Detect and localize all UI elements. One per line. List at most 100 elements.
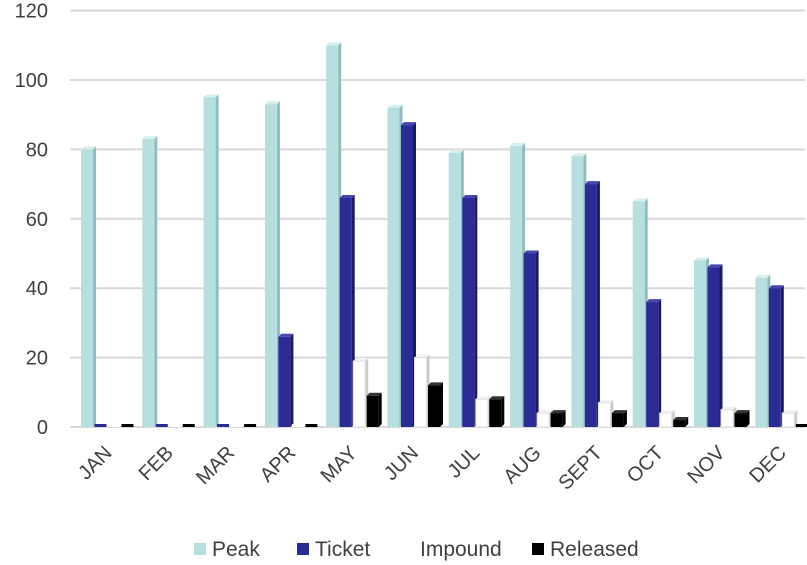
bar-face	[768, 288, 781, 427]
bar-face	[720, 409, 734, 428]
bar-ticket-oct	[646, 299, 662, 427]
bar-peak-apr	[264, 101, 280, 427]
legend-item-released: Released	[532, 538, 639, 561]
x-tick-label: SEPT	[554, 442, 607, 495]
bar-impound-aug	[536, 410, 553, 428]
bar-face	[264, 104, 277, 427]
bar-face	[646, 302, 659, 427]
bar-top	[203, 94, 219, 98]
y-axis-ticks: 0 20 40 60 80 100 120	[15, 1, 48, 439]
bar-top	[598, 399, 614, 403]
bar-released-jun	[428, 382, 443, 427]
bar-released-nov	[734, 410, 750, 427]
bar-ticket-nov	[707, 264, 723, 427]
bar-face	[755, 277, 768, 427]
bar-ticket-jul	[462, 194, 478, 427]
bar-ticket-aug	[523, 250, 539, 427]
bar-face	[182, 424, 195, 427]
bar-side	[596, 181, 600, 427]
legend-item-ticket: Ticket	[297, 538, 370, 561]
bar-face	[462, 197, 475, 427]
bar-face	[536, 412, 550, 428]
bar-top	[448, 149, 464, 153]
bar-face	[121, 424, 134, 427]
bar-peak-oct	[632, 198, 648, 427]
y-tick-label: 120	[15, 1, 48, 23]
bar-released-apr	[305, 424, 318, 427]
bar-side	[154, 135, 158, 428]
y-tick-label: 20	[26, 348, 48, 370]
bar-face	[278, 336, 291, 427]
bar-impound-may	[352, 358, 369, 428]
bar-peak-aug	[510, 142, 526, 427]
bar-face	[169, 424, 182, 427]
bar-top	[673, 417, 689, 421]
bar-face	[795, 424, 807, 427]
bar-top	[632, 198, 648, 202]
bar-peak-may	[326, 42, 342, 428]
bar-peak-jun	[387, 104, 403, 427]
bar-ticket-jun	[401, 122, 416, 428]
bar-face	[597, 402, 611, 428]
bar-face	[305, 424, 318, 427]
bar-peak-sept	[571, 153, 587, 427]
bar-side	[215, 94, 219, 427]
x-tick-label: JAN	[74, 442, 116, 484]
legend-label: Ticket	[315, 538, 370, 561]
bar-released-mar	[244, 424, 257, 427]
x-tick-label: NOV	[683, 442, 730, 489]
bar-top	[571, 153, 587, 157]
bar-side	[746, 410, 750, 427]
bar-impound-jun	[414, 354, 430, 428]
bar-top	[694, 257, 709, 261]
bar-face	[366, 395, 379, 427]
bar-ticket-feb	[155, 424, 168, 427]
bar-peak-nov	[694, 257, 709, 427]
bar-top	[707, 264, 723, 268]
bar-impound-feb	[169, 424, 182, 427]
bar-face	[475, 398, 489, 428]
bar-top	[489, 396, 505, 400]
bar-released-jan	[121, 424, 134, 427]
bar-side	[719, 264, 723, 427]
bar-impound-oct	[659, 410, 675, 428]
bar-face	[244, 424, 257, 427]
bar-side	[93, 146, 96, 427]
x-tick-label: JUL	[444, 442, 485, 483]
bar-face	[217, 424, 230, 427]
bar-top	[278, 333, 294, 337]
bar-side	[623, 410, 627, 427]
bar-side	[658, 299, 662, 427]
x-tick-label: DEC	[745, 442, 790, 487]
x-tick-label: JUN	[380, 442, 423, 485]
legend-swatch	[297, 543, 309, 555]
bar-top	[584, 181, 600, 185]
bar-ticket-may	[339, 194, 355, 427]
bar-face	[632, 201, 645, 427]
bar-top	[755, 274, 771, 278]
bar-side	[378, 392, 382, 427]
bar-top	[428, 382, 443, 386]
bar-face	[781, 412, 795, 428]
bar-side	[794, 410, 798, 427]
bar-face	[659, 412, 673, 428]
bar-face	[155, 424, 168, 427]
bar-released-aug	[550, 410, 566, 427]
bar-ticket-mar	[217, 424, 230, 427]
legend-label: Peak	[212, 538, 260, 561]
bar-face	[489, 399, 502, 427]
bar-top	[611, 410, 627, 414]
bar-peak-feb	[142, 135, 158, 428]
gridlines	[70, 9, 805, 428]
bar-top	[510, 142, 526, 146]
bar-face	[387, 107, 400, 427]
y-tick-label: 40	[26, 278, 48, 300]
bar-side	[413, 122, 416, 428]
bar-side	[535, 250, 539, 427]
bar-impound-apr	[291, 424, 304, 427]
bar-peak-dec	[755, 274, 771, 427]
bar-face	[611, 413, 624, 427]
bar-face	[291, 424, 304, 427]
bar-top	[142, 135, 158, 139]
